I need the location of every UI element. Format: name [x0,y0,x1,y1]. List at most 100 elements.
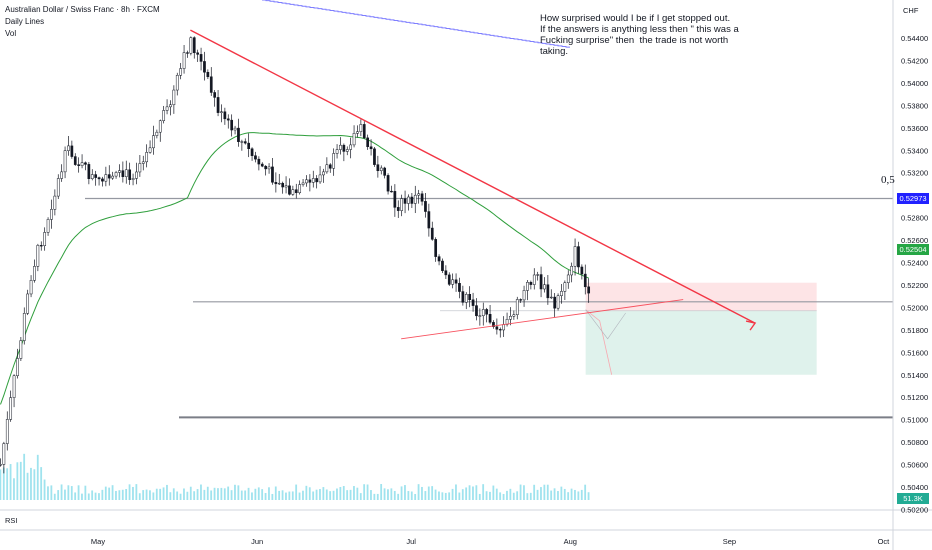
candle-body [39,245,43,247]
volume-bar [458,492,461,500]
volume-bar [543,484,546,500]
volume-bar [383,488,386,500]
candle-body [175,75,179,91]
volume-bar [468,485,471,500]
volume-bar [87,493,90,500]
volume-bar [390,488,393,500]
candle-body [583,273,587,288]
volume-bar [169,492,172,500]
volume-bar [523,485,525,500]
candle-body [84,162,87,165]
volume-bar [387,489,389,500]
volume-bar [489,491,491,500]
indicator-volume[interactable]: Vol [5,29,17,38]
candle-body [434,239,438,257]
volume-bar [349,489,352,500]
volume-bar [400,486,403,500]
volume-bar [485,491,488,500]
candle-body [206,71,210,78]
volume-bar [499,492,502,500]
volume-bar [13,478,15,500]
volume-bar [206,486,209,500]
candle-body [390,190,393,193]
candle-body [468,294,472,301]
candle-body [179,68,183,76]
volume-bar [570,488,573,500]
candle-body [437,256,441,262]
volume-bar [227,486,230,500]
price-tick-label: 0.51800 [901,326,928,335]
candle-body [209,76,213,93]
candle-body [101,178,104,182]
candle-body [485,309,489,315]
projection-path [585,309,613,375]
volume-bar [441,492,444,500]
time-tick-label: Oct [878,537,891,546]
volume-bar [580,489,583,500]
candle-body [407,196,410,204]
candle-body [451,279,455,285]
volume-bar [98,493,100,500]
volume-bar [478,493,481,500]
candle-body [315,178,319,183]
volume-bar [43,479,46,500]
volume-bar [203,489,206,500]
candle-body [131,178,135,180]
volume-bar [438,491,440,500]
volume-bar [33,469,36,500]
volume-bar [305,485,308,500]
volume-bar [210,490,213,500]
candle-body [148,147,152,153]
candle-body [580,266,584,275]
rsi-pane-label[interactable]: RSI [5,516,18,525]
candle-body [97,177,101,180]
candle-body [172,89,176,106]
candle-body [5,419,9,444]
symbol-title[interactable]: Australian Dollar / Swiss Franc · 8h · F… [5,5,160,14]
candle-body [522,290,526,301]
volume-bar [67,485,70,500]
volume-bar [91,490,94,500]
candle-body [107,174,111,179]
candle-body [216,97,220,113]
candle-body [502,324,506,331]
candle-body [498,329,502,331]
candle-body [165,106,169,111]
volume-bar [193,491,196,500]
candle-body [135,171,138,179]
candle-body [539,274,543,290]
note-line: taking. [540,46,568,57]
volume-bar [220,487,223,500]
candle-body [254,155,257,160]
fib-level-label: 0,5 [881,174,895,186]
volume-bar [495,488,498,500]
price-tick-label: 0.52600 [901,236,928,245]
volume-bar [553,488,556,500]
candle-body [332,153,336,169]
volume-bar [359,493,362,500]
candle-body [373,148,376,165]
volume-bar [247,487,250,500]
volume-bar [332,490,335,500]
candle-body [12,375,16,398]
level-price-tag: 0.52973 [897,193,929,204]
candle-body [230,119,234,131]
text-note-annotation[interactable]: How surprised would I be if I get stoppe… [540,13,765,57]
volume-bar [121,489,124,500]
volume-bar [329,491,332,500]
candle-body [189,37,193,54]
volume-bar [540,487,542,500]
take-profit-zone [585,310,817,375]
volume-bar [244,490,247,500]
candle-body [509,315,512,320]
candle-body [526,282,529,291]
volume-bar [315,489,318,500]
candle-body [430,227,434,240]
indicator-daily-lines[interactable]: Daily Lines [5,17,45,26]
candle-body [318,174,322,183]
candle-body [325,164,329,173]
candle-body [186,52,189,54]
volume-bar [159,488,162,500]
